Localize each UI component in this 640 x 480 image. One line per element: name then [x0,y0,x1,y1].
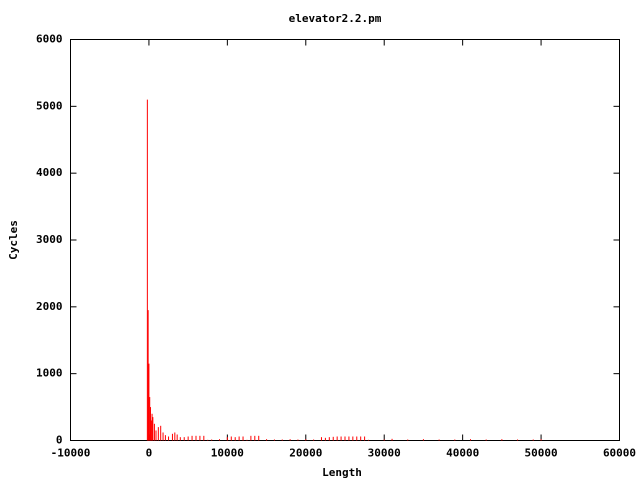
y-axis-label: Cycles [7,220,20,260]
y-tick-label: 3000 [36,233,63,246]
x-tick-label: 30000 [368,447,401,460]
x-tick-label: 60000 [603,447,636,460]
plot-border [70,39,620,441]
y-tick-label: 4000 [36,166,63,179]
y-tick-label: 0 [56,434,63,447]
x-tick-label: 0 [146,447,153,460]
chart-title: elevator2.2.pm [289,12,382,25]
x-tick-label: -10000 [51,447,91,460]
x-tick-label: 40000 [446,447,479,460]
x-tick-label: 10000 [211,447,244,460]
y-tick-label: 1000 [36,367,63,380]
x-tick-label: 20000 [289,447,322,460]
y-tick-label: 5000 [36,99,63,112]
x-tick-label: 50000 [525,447,558,460]
x-axis-label: Length [322,466,362,479]
y-tick-label: 6000 [36,33,63,46]
y-tick-label: 2000 [36,300,63,313]
